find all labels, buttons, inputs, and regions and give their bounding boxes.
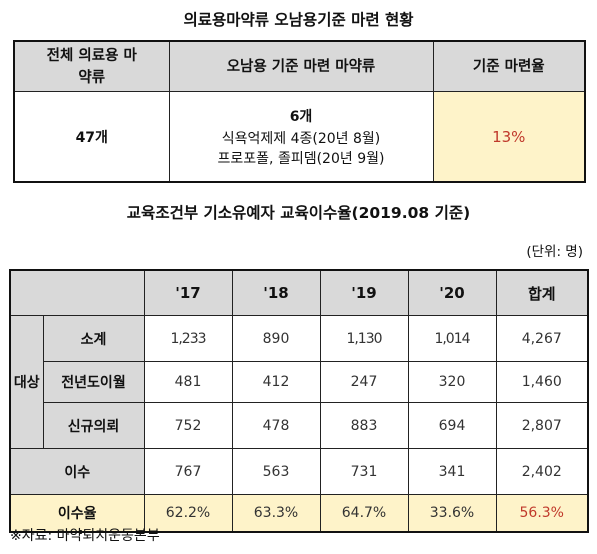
group-label: 대상 — [9, 315, 44, 449]
row-label: 전년도이월 — [42, 361, 145, 403]
standard-drugs-cell: 6개 식욕억제제 4종(20년 8월) 프로포폴, 졸피뎀(20년 9월) — [168, 91, 434, 183]
standard-drugs-line1: 식욕억제제 4종(20년 8월) — [221, 130, 381, 147]
cell-value: 563 — [231, 448, 321, 495]
completion-rate-row: 이수율 62.2% 63.3% 64.7% 33.6% 56.3% — [9, 494, 589, 533]
rate-value: 13% — [432, 91, 586, 183]
standards-table: 전체 의료용 마약류 오남용 기준 마련 마약류 기준 마련율 47개 6개 식… — [13, 40, 586, 183]
cell-value: 4,267 — [495, 315, 589, 362]
header-rate: 기준 마련율 — [432, 40, 586, 92]
cell-value: 694 — [407, 402, 497, 449]
table-row: 전년도이월 481 412 247 320 1,460 — [10, 361, 589, 403]
cell-value: 1,014 — [407, 315, 497, 362]
table2-title: 교육조건부 기소유예자 교육이수율(2019.08 기준) — [126, 204, 471, 222]
row-label: 소계 — [42, 315, 145, 362]
cell-value: 320 — [407, 361, 497, 403]
source-footnote: ※자료: 마약퇴치운동본부 — [10, 528, 160, 544]
cell-value: 731 — [319, 448, 409, 495]
row-label: 이수율 — [9, 494, 145, 533]
cell-value: 767 — [143, 448, 233, 495]
total-rate-value: 56.3% — [495, 494, 589, 533]
cell-value: 2,402 — [495, 448, 589, 495]
cell-value: 481 — [143, 361, 233, 403]
cell-value: 883 — [319, 402, 409, 449]
header-corner — [9, 269, 145, 316]
cell-value: 2,807 — [495, 402, 589, 449]
cell-value: 412 — [231, 361, 321, 403]
education-table: '17 '18 '19 '20 합계 대상 소계 1,233 890 1,130… — [9, 269, 589, 533]
header-total-drugs: 전체 의료용 마약류 — [13, 40, 170, 92]
cell-value: 1,130 — [319, 315, 409, 362]
unit-label: (단위: 명) — [526, 244, 583, 260]
cell-value: 890 — [231, 315, 321, 362]
year-header: '19 — [319, 269, 409, 316]
year-header: '18 — [231, 269, 321, 316]
cell-value: 33.6% — [407, 494, 497, 533]
table1-title: 의료용마약류 오남용기준 마련 현황 — [183, 11, 414, 29]
year-header-row: '17 '18 '19 '20 합계 — [9, 269, 589, 316]
year-header: '17 — [143, 269, 233, 316]
header-standard-drugs: 오남용 기준 마련 마약류 — [168, 40, 434, 92]
cell-value: 1,460 — [495, 361, 589, 403]
standard-drugs-line2: 프로포폴, 졸피뎀(20년 9월) — [217, 150, 385, 167]
standard-drugs-count: 6개 — [289, 108, 313, 125]
cell-value: 63.3% — [231, 494, 321, 533]
cell-value: 478 — [231, 402, 321, 449]
row-label: 이수 — [9, 448, 145, 495]
total-drugs-value: 47개 — [13, 91, 170, 183]
row-label: 신규의뢰 — [42, 402, 145, 449]
table-row: 신규의뢰 752 478 883 694 2,807 — [10, 402, 589, 449]
cell-value: 247 — [319, 361, 409, 403]
year-header: 합계 — [495, 269, 589, 316]
cell-value: 341 — [407, 448, 497, 495]
standards-header-row: 전체 의료용 마약류 오남용 기준 마련 마약류 기준 마련율 — [13, 40, 586, 92]
standards-body-row: 47개 6개 식욕억제제 4종(20년 8월) 프로포폴, 졸피뎀(20년 9월… — [13, 91, 586, 183]
table-row: 이수 767 563 731 341 2,402 — [9, 448, 589, 495]
cell-value: 752 — [143, 402, 233, 449]
table-row: 대상 소계 1,233 890 1,130 1,014 4,267 — [9, 315, 589, 449]
cell-value: 64.7% — [319, 494, 409, 533]
cell-value: 1,233 — [143, 315, 233, 362]
year-header: '20 — [407, 269, 497, 316]
